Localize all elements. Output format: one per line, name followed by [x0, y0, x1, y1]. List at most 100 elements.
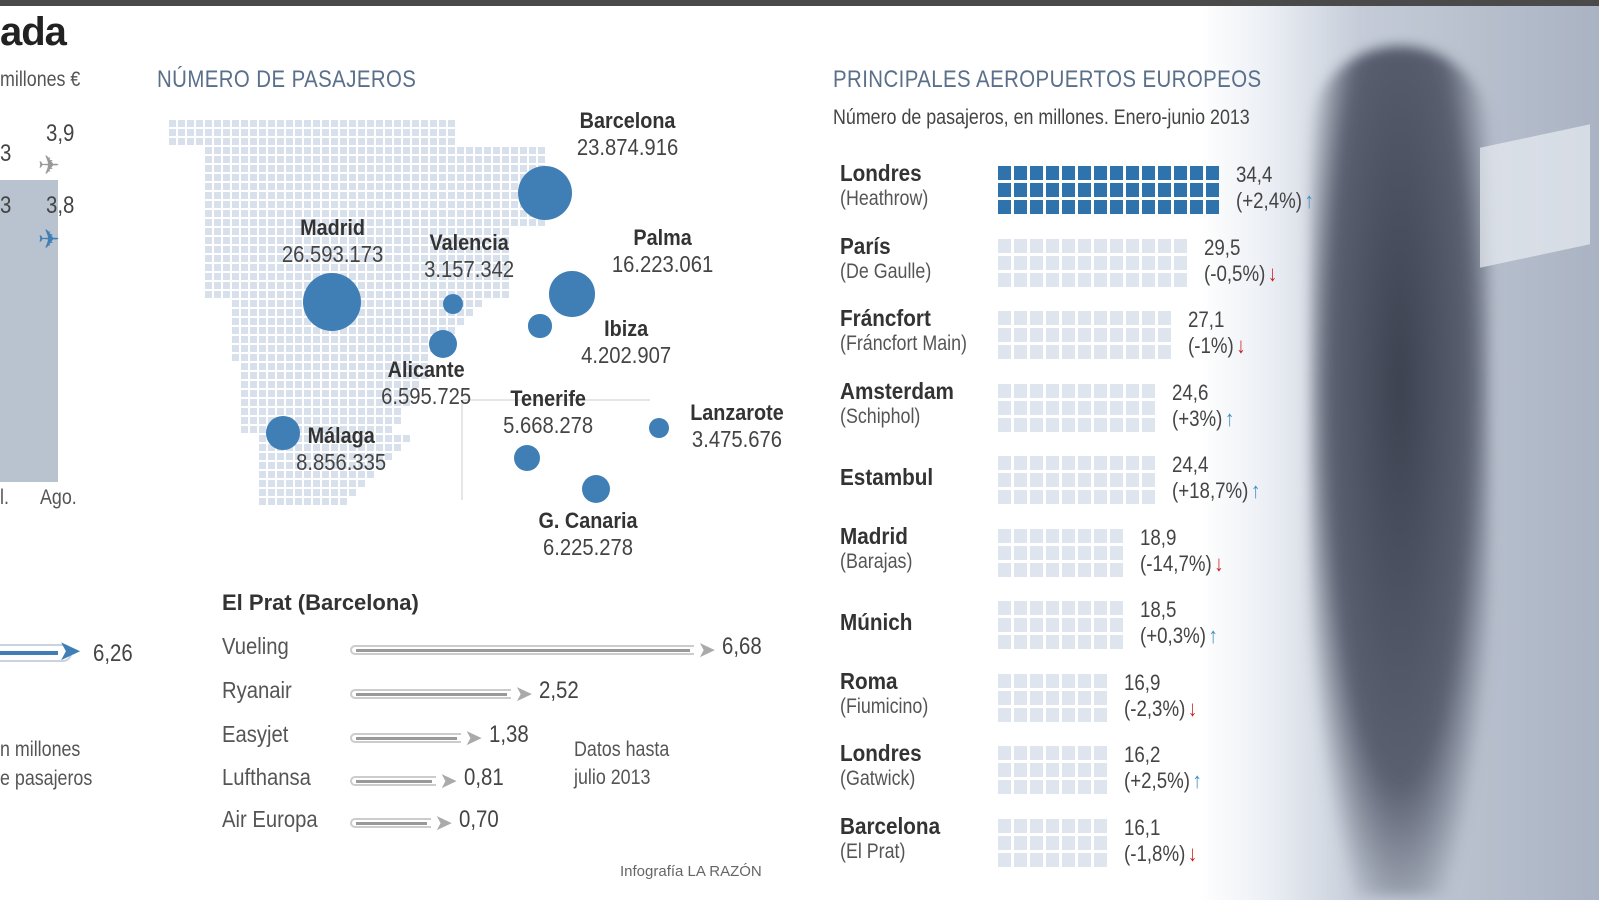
map-dot: [412, 345, 419, 352]
map-dot: [448, 219, 455, 226]
map-dot: [349, 336, 356, 343]
map-dot: [376, 138, 383, 145]
map-dot: [502, 246, 509, 253]
city-label: Palma 16.223.061: [605, 225, 720, 278]
map-dot: [277, 291, 284, 298]
map-dot: [313, 480, 320, 487]
waffle-cell: [1062, 763, 1075, 777]
map-dot: [340, 201, 347, 208]
map-dot: [358, 408, 365, 415]
map-dot: [376, 381, 383, 388]
map-dot: [439, 120, 446, 127]
arrow-down-icon: ↓: [1187, 840, 1198, 866]
map-dot: [232, 201, 239, 208]
map-dot: [322, 417, 329, 424]
map-dot: [403, 282, 410, 289]
map-dot: [394, 318, 401, 325]
map-dot: [484, 282, 491, 289]
map-dot: [304, 129, 311, 136]
waffle-cell: [1030, 545, 1043, 560]
map-dot: [250, 273, 257, 280]
map-dot: [394, 264, 401, 271]
map-dot: [223, 237, 230, 244]
map-dot: [250, 246, 257, 253]
map-dot: [295, 498, 302, 505]
arrow-head-icon: ➤: [464, 725, 483, 750]
map-dot: [322, 183, 329, 190]
map-dot: [286, 480, 293, 487]
map-dot: [277, 309, 284, 316]
map-dot: [313, 138, 320, 145]
map-dot: [268, 318, 275, 325]
map-dot: [340, 120, 347, 127]
map-dot: [430, 237, 437, 244]
map-dot: [448, 201, 455, 208]
waffle-cell: [1126, 238, 1139, 253]
waffle-cell: [998, 166, 1011, 180]
map-dot: [304, 417, 311, 424]
map-dot: [358, 300, 365, 307]
arrow-up-icon: ↑: [1208, 623, 1218, 648]
map-dot: [475, 165, 482, 172]
map-dot: [232, 327, 239, 334]
map-dot: [313, 255, 320, 262]
map-dot: [241, 363, 248, 370]
map-dot: [340, 192, 347, 199]
map-dot: [313, 399, 320, 406]
waffle-cell: [1030, 183, 1043, 197]
map-dot: [205, 273, 212, 280]
map-dot: [268, 408, 275, 415]
map-dot: [430, 300, 437, 307]
map-dot: [259, 174, 266, 181]
map-dot: [241, 255, 248, 262]
map-dot: [457, 165, 464, 172]
waffle-cell: [1030, 635, 1043, 649]
waffle-cell: [1030, 673, 1043, 688]
map-dot: [250, 228, 257, 235]
waffle-cell: [1158, 311, 1171, 325]
map-dot: [502, 210, 509, 217]
map-dot: [322, 471, 329, 478]
waffle-cell: [998, 818, 1011, 833]
waffle-cell: [1046, 690, 1059, 705]
waffle-cell: [998, 780, 1011, 794]
map-dot: [268, 291, 275, 298]
waffle-cell: [1046, 780, 1059, 794]
map-dot: [403, 309, 410, 316]
map-dot: [349, 444, 356, 451]
map-dot: [475, 210, 482, 217]
map-dot: [502, 174, 509, 181]
map-dot: [439, 228, 446, 235]
map-dot: [250, 318, 257, 325]
waffle-cell: [1174, 200, 1187, 214]
map-dot: [331, 192, 338, 199]
waffle-cell: [1094, 456, 1107, 470]
map-dot: [241, 219, 248, 226]
waffle-cell: [1094, 763, 1107, 777]
map-dot: [466, 219, 473, 226]
map-dot: [313, 435, 320, 442]
map-dot: [403, 372, 410, 379]
map-dot: [421, 138, 428, 145]
map-dot: [214, 138, 221, 145]
map-dot: [241, 408, 248, 415]
waffle-cell: [1046, 383, 1059, 398]
waffle-cell: [998, 707, 1011, 722]
city-bubble: [528, 314, 552, 338]
map-dot: [502, 264, 509, 271]
map-dot: [340, 408, 347, 415]
waffle-cell: [1110, 528, 1123, 543]
waffle-cell: [1030, 328, 1043, 342]
map-dot: [223, 138, 230, 145]
airport-name: (Schiphol): [840, 404, 921, 428]
map-dot: [286, 498, 293, 505]
map-dot: [385, 228, 392, 235]
city-passengers: 6.595.725: [381, 383, 472, 409]
map-dot: [304, 381, 311, 388]
map-dot: [268, 147, 275, 154]
map-dot: [205, 165, 212, 172]
map-dot: [259, 363, 266, 370]
city-passengers: 3.157.342: [424, 256, 515, 282]
map-dot: [412, 300, 419, 307]
waffle-cell: [1094, 400, 1107, 415]
